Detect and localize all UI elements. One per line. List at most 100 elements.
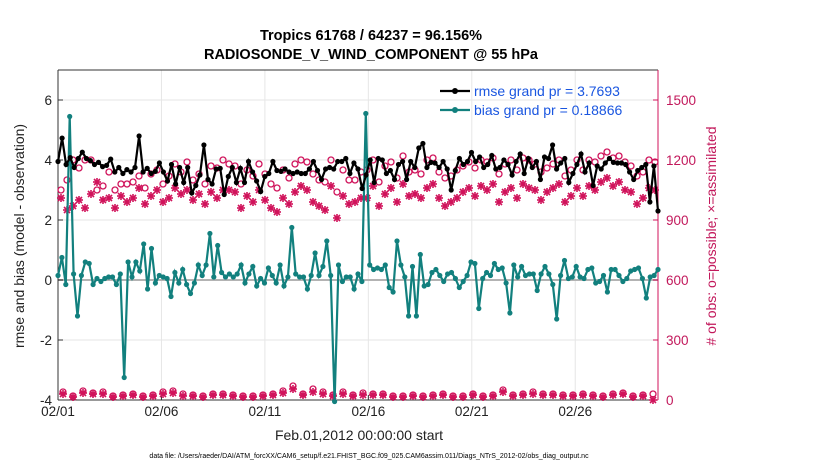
bias-marker xyxy=(359,278,365,285)
assimilated-obs-marker xyxy=(375,202,383,210)
possible-obs-marker xyxy=(333,188,341,196)
assimilated-obs-low-marker xyxy=(549,391,557,399)
rmse-marker xyxy=(254,178,260,184)
rmse-marker xyxy=(590,182,596,189)
assimilated-obs-marker xyxy=(117,192,125,200)
rmse-marker xyxy=(594,163,600,169)
bias-marker xyxy=(106,274,112,280)
assimilated-obs-marker xyxy=(453,194,461,202)
bias-marker xyxy=(184,281,190,288)
x-axis-label: Feb.01,2012 00:00:00 start xyxy=(275,427,443,443)
assimilated-obs-marker xyxy=(501,188,509,196)
assimilated-obs-marker xyxy=(471,192,479,200)
assimilated-obs-marker xyxy=(411,190,419,198)
assimilated-obs-low-marker xyxy=(359,391,367,399)
legend-rmse-marker xyxy=(452,88,458,94)
bias-marker xyxy=(67,113,73,120)
legend-bias-label: bias grand pr = 0.18866 xyxy=(474,102,622,118)
bias-marker xyxy=(222,274,229,280)
bias-marker xyxy=(604,289,611,295)
rmse-marker xyxy=(521,170,527,177)
bias-marker xyxy=(573,263,579,270)
rmse-marker xyxy=(168,161,175,168)
bias-marker xyxy=(355,271,361,277)
assimilated-obs-low-marker xyxy=(249,393,257,401)
bias-marker xyxy=(565,275,572,282)
assimilated-obs-marker xyxy=(237,204,245,212)
rmse-marker xyxy=(318,176,325,183)
assimilated-obs-low-marker xyxy=(319,390,327,398)
rmse-marker xyxy=(173,181,179,187)
assimilated-obs-marker xyxy=(207,188,215,196)
rmse-marker xyxy=(517,151,523,157)
bias-marker xyxy=(242,280,248,286)
rmse-marker xyxy=(274,167,280,174)
rmse-marker xyxy=(343,155,349,162)
x-tick-label: 02/26 xyxy=(558,404,592,419)
chart-subtitle: RADIOSONDE_V_WIND_COMPONENT @ 55 hPa xyxy=(204,47,539,63)
bias-marker xyxy=(160,274,166,280)
rmse-marker xyxy=(562,155,568,162)
rmse-marker xyxy=(408,158,414,165)
possible-obs-marker xyxy=(603,148,611,156)
possible-obs-marker xyxy=(57,186,65,194)
assimilated-obs-marker xyxy=(267,204,275,212)
assimilated-obs-marker xyxy=(99,196,107,204)
assimilated-obs-marker xyxy=(441,202,449,210)
assimilated-obs-marker xyxy=(327,182,335,190)
bias-marker xyxy=(581,275,587,282)
assimilated-obs-marker xyxy=(615,178,623,186)
assimilated-obs-marker xyxy=(147,192,155,200)
assimilated-obs-low-marker xyxy=(239,393,247,401)
rmse-marker xyxy=(148,170,154,177)
bias-marker xyxy=(191,280,197,286)
rmse-marker xyxy=(436,164,442,171)
rmse-marker xyxy=(278,168,284,174)
possible-obs-marker xyxy=(285,174,293,182)
rmse-marker xyxy=(558,160,564,166)
bias-marker xyxy=(437,272,443,279)
rmse-marker xyxy=(400,158,406,165)
possible-obs-marker xyxy=(339,166,347,174)
bias-marker xyxy=(441,278,447,285)
assimilated-obs-low-marker xyxy=(179,392,187,400)
assimilated-obs-low-marker xyxy=(539,391,547,399)
bias-marker xyxy=(522,272,529,279)
assimilated-obs-marker xyxy=(81,204,89,212)
rmse-marker xyxy=(87,158,93,164)
rmse-marker xyxy=(91,161,98,168)
bias-marker xyxy=(98,278,104,285)
assimilated-obs-marker xyxy=(279,194,287,202)
bias-marker xyxy=(78,272,84,279)
rmse-marker xyxy=(440,158,446,165)
bias-marker xyxy=(332,398,338,405)
possible-obs-marker xyxy=(543,164,551,172)
rmse-marker xyxy=(323,166,329,172)
assimilated-obs-marker xyxy=(57,194,65,202)
rmse-marker xyxy=(294,169,300,175)
bias-marker xyxy=(445,271,451,277)
bias-marker xyxy=(495,266,501,273)
bias-marker xyxy=(585,266,591,273)
bias-marker xyxy=(421,283,427,289)
bias-marker xyxy=(230,274,236,280)
assimilated-obs-marker xyxy=(303,186,311,194)
assimilated-obs-low-marker xyxy=(639,392,647,400)
x-tick-label: 02/21 xyxy=(455,404,489,419)
assimilated-obs-marker xyxy=(405,192,413,200)
assimilated-obs-low-marker xyxy=(369,391,377,399)
rmse-marker xyxy=(383,170,389,177)
possible-obs-marker xyxy=(387,158,395,166)
y2-tick-label: 300 xyxy=(666,333,689,348)
rmse-marker xyxy=(391,176,398,183)
bias-marker xyxy=(137,268,143,274)
rmse-marker xyxy=(533,158,540,165)
y2-tick-label: 0 xyxy=(666,393,674,408)
rmse-marker xyxy=(314,167,321,174)
assimilated-obs-marker xyxy=(429,180,437,188)
rmse-marker xyxy=(95,159,102,165)
rmse-marker xyxy=(351,160,357,166)
bias-marker xyxy=(86,260,92,267)
bias-marker xyxy=(655,266,661,273)
